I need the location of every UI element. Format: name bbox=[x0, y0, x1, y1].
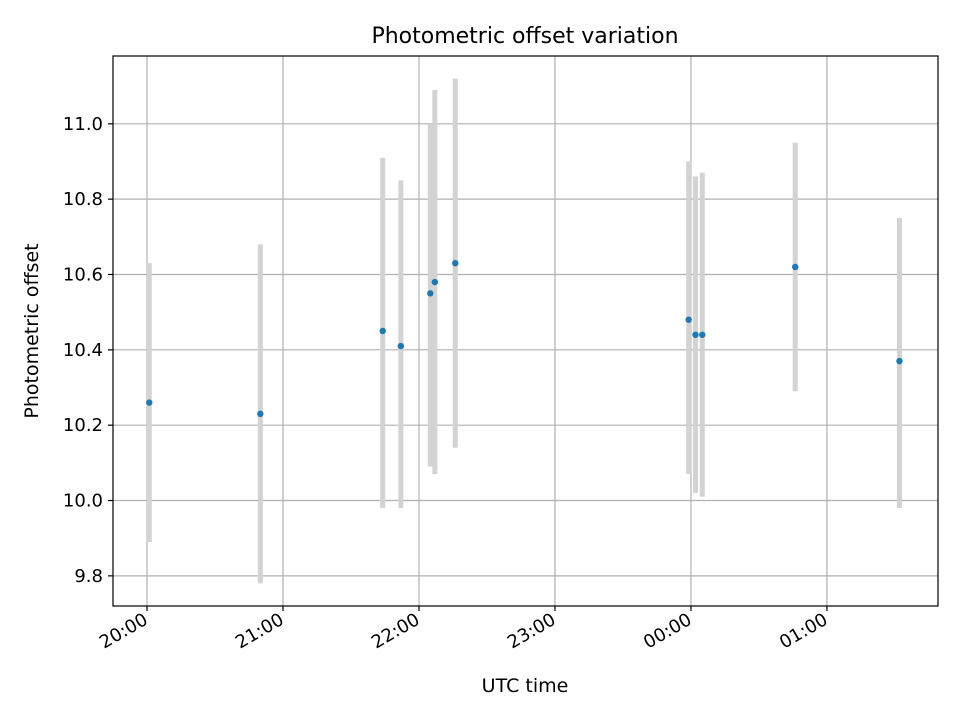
y-tick-label: 10.2 bbox=[63, 415, 103, 436]
x-axis-label: UTC time bbox=[482, 675, 569, 697]
data-points bbox=[146, 259, 903, 418]
y-tick-label: 10.0 bbox=[63, 491, 103, 512]
data-point bbox=[685, 316, 692, 323]
data-point bbox=[699, 331, 706, 338]
data-point bbox=[452, 259, 459, 267]
y-tick-label: 9.8 bbox=[74, 566, 103, 587]
y-tick-label: 11.0 bbox=[63, 114, 103, 135]
data-point bbox=[692, 331, 699, 338]
y-tick-label: 10.8 bbox=[63, 189, 103, 210]
data-point bbox=[257, 410, 264, 418]
data-point bbox=[397, 342, 405, 350]
data-point bbox=[431, 278, 439, 286]
data-point bbox=[427, 290, 434, 297]
y-axis: 9.8 10.0 10.2 10.4 10.6 10.8 11.0 bbox=[63, 114, 113, 587]
data-point bbox=[792, 263, 799, 271]
y-axis-label: Photometric offset bbox=[21, 243, 43, 418]
plot-frame bbox=[112, 55, 939, 607]
y-tick-label: 10.6 bbox=[63, 264, 103, 285]
grid bbox=[113, 56, 938, 606]
y-tick-label: 10.4 bbox=[63, 340, 103, 361]
data-point bbox=[146, 399, 153, 406]
data-point bbox=[896, 357, 903, 365]
chart-title: Photometric offset variation bbox=[371, 24, 678, 49]
data-point bbox=[379, 327, 386, 335]
